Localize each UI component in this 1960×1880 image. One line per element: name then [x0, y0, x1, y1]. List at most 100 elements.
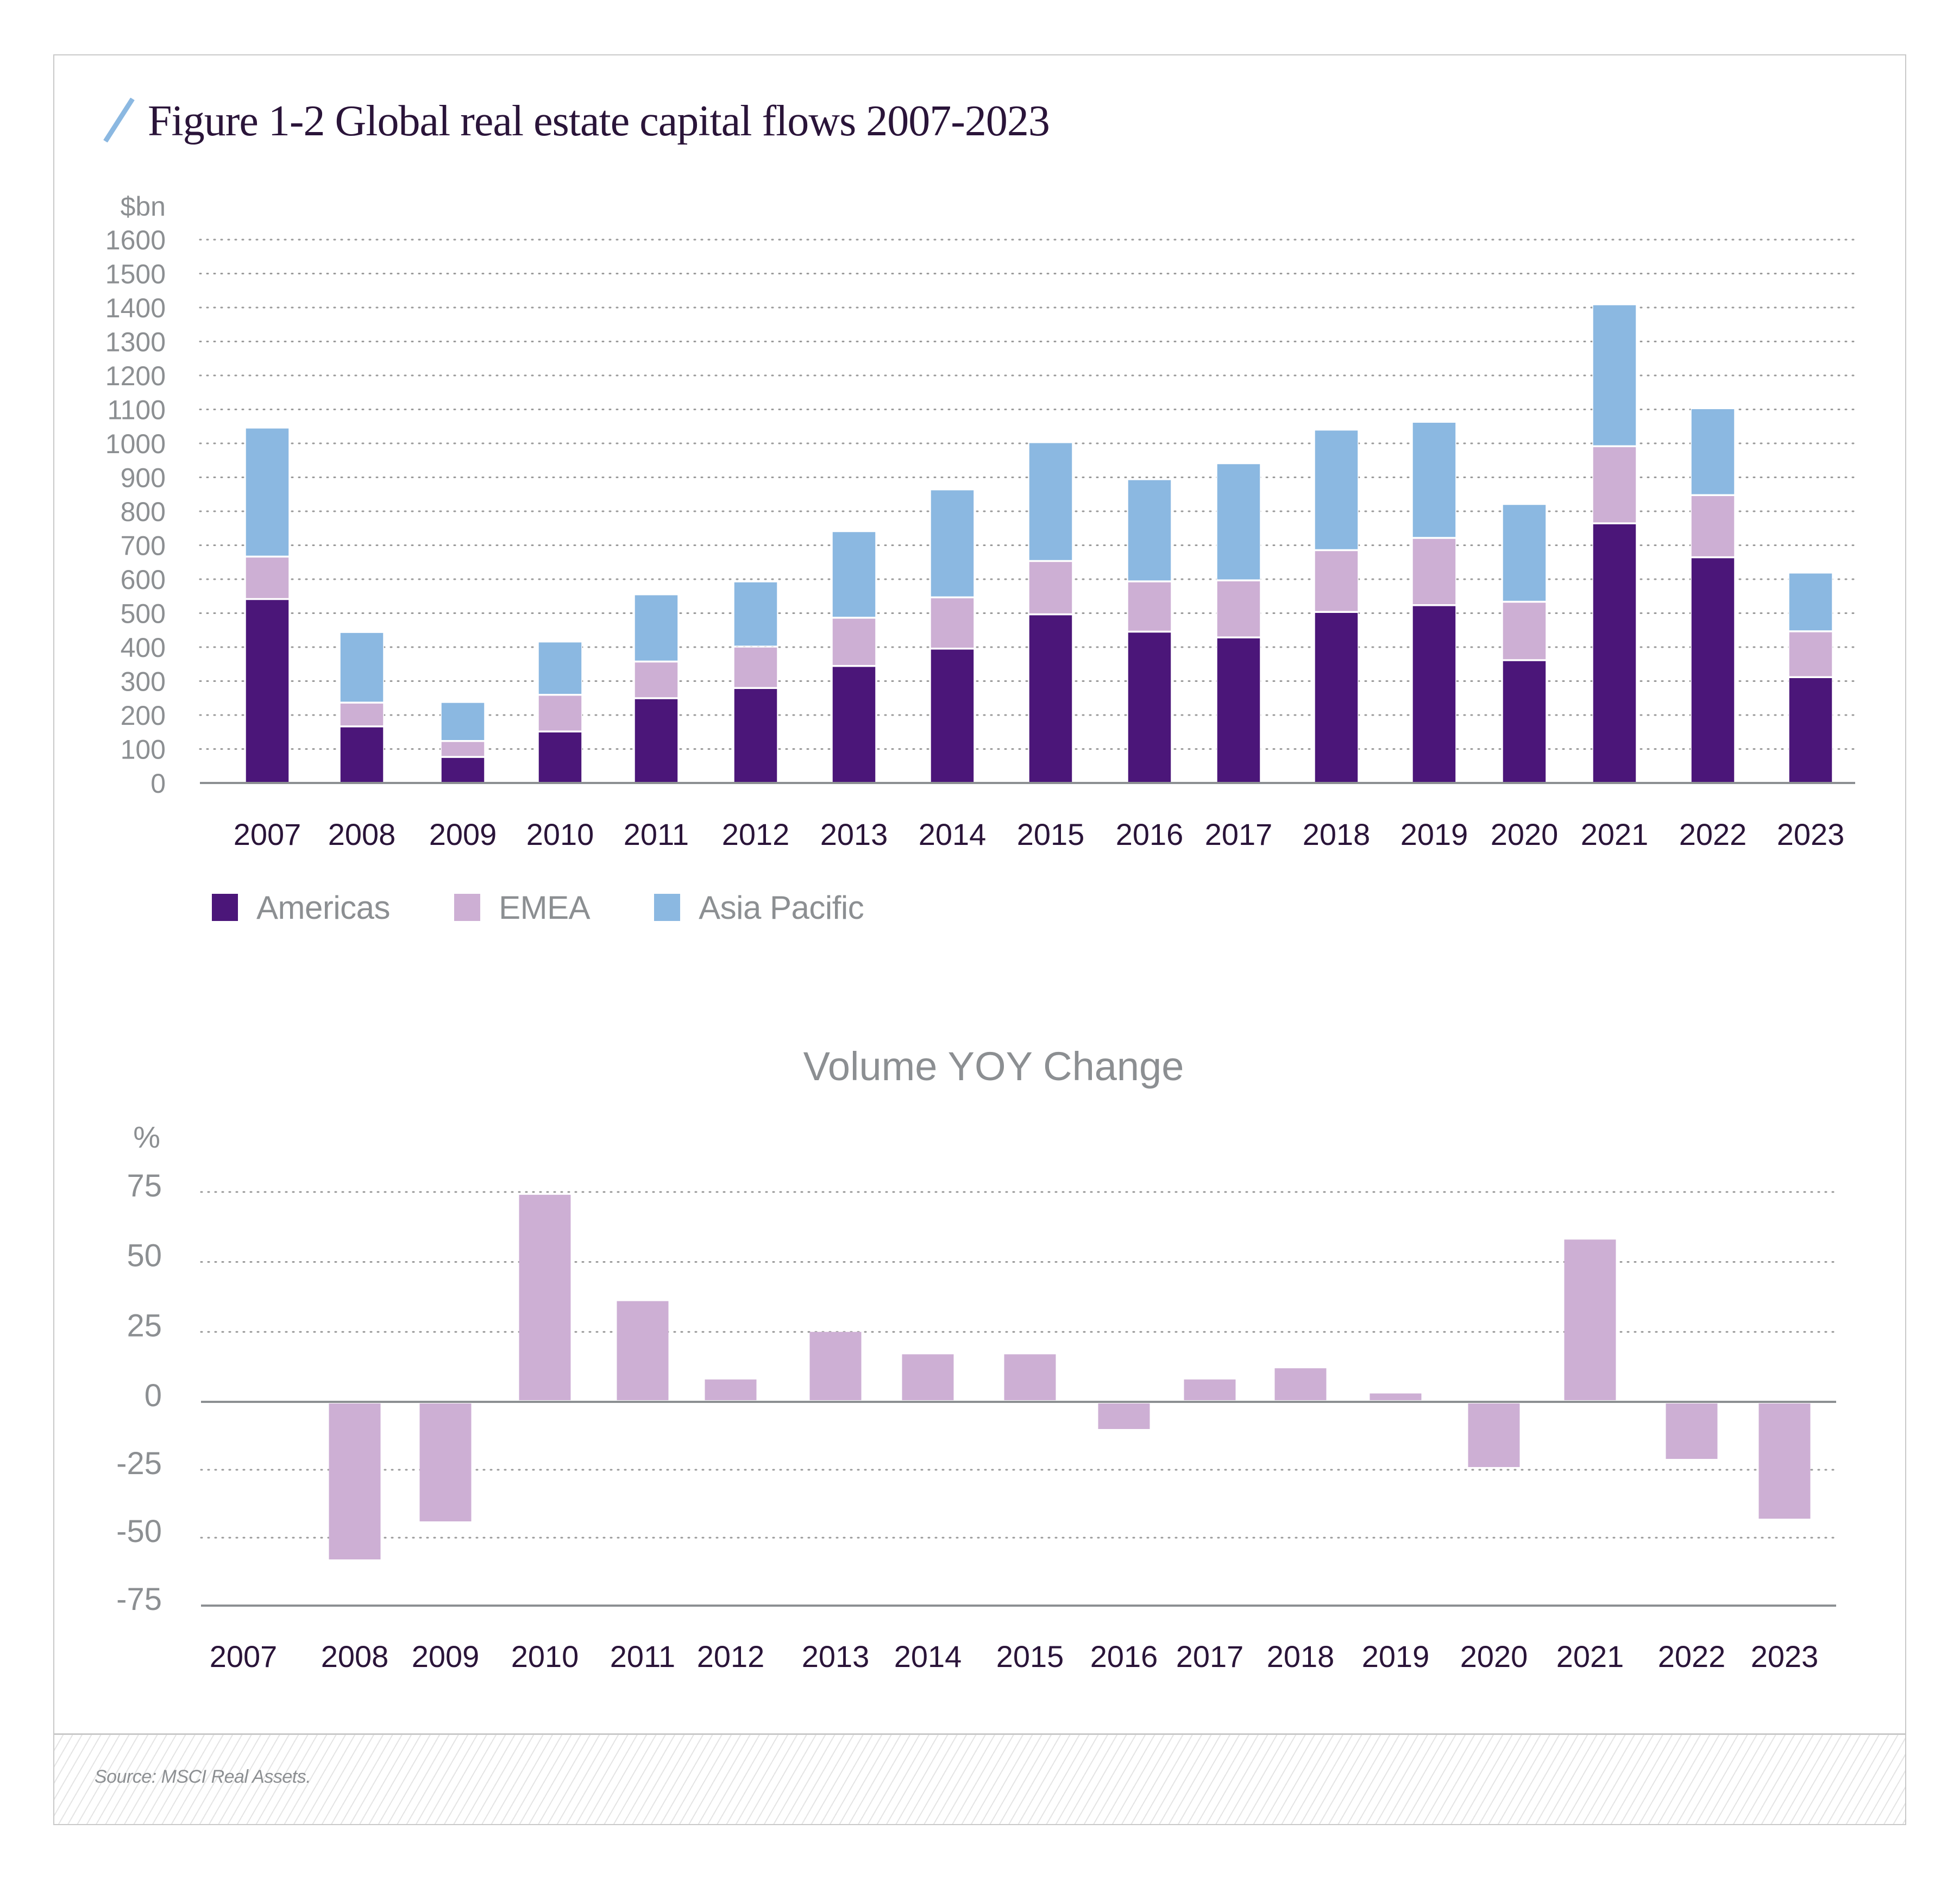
legend-label: Asia Pacific: [699, 889, 864, 926]
bar-segment-asia-pacific: [1216, 463, 1261, 580]
x-tick-label: 2015: [996, 1639, 1064, 1674]
x-tick-label: 2009: [429, 817, 497, 851]
x-tick-label: 2015: [1017, 817, 1085, 851]
bar-segment-asia-pacific: [1691, 408, 1735, 495]
y-tick-label: 1600: [105, 225, 166, 255]
yoy-bar: [329, 1403, 381, 1559]
x-tick-label: 2016: [1116, 817, 1184, 851]
bar-segment-americas: [1691, 557, 1735, 784]
yoy-bar: [1564, 1239, 1616, 1400]
x-tick-label: 2022: [1679, 817, 1747, 851]
x-tick-label: 2013: [820, 817, 888, 851]
y-tick-label: 1200: [105, 361, 166, 391]
bar-segment-asia-pacific: [1412, 422, 1456, 538]
y-tick-label: 1000: [105, 429, 166, 459]
bar-segment-asia-pacific: [245, 428, 290, 557]
bar-segment-americas: [245, 599, 290, 784]
y-tick-label: 1400: [105, 293, 166, 323]
bar-segment-americas: [733, 688, 778, 784]
bar-segment-asia-pacific: [1788, 573, 1833, 631]
x-tick-label: 2009: [412, 1639, 480, 1674]
y-tick-label: 800: [121, 497, 166, 527]
bar-segment-emea: [245, 556, 290, 599]
yoy-bar: [1468, 1403, 1520, 1467]
x-tick-label: 2011: [624, 817, 689, 851]
legend-swatch-americas: [212, 894, 238, 921]
figure-title: Figure 1-2 Global real estate capital fl…: [148, 97, 1050, 145]
bar-segment-asia-pacific: [1028, 442, 1073, 561]
x-tick-label: 2023: [1777, 817, 1845, 851]
x-tick-label: 2017: [1205, 817, 1273, 851]
bar-segment-emea: [1691, 495, 1735, 557]
yoy-bar: [1758, 1403, 1811, 1519]
x-tick-label: 2012: [722, 817, 790, 851]
bar-segment-americas: [1127, 631, 1172, 784]
bar-segment-asia-pacific: [634, 594, 679, 662]
x-tick-label: 2014: [894, 1639, 962, 1674]
x-tick-label: 2008: [321, 1639, 389, 1674]
yoy-bar: [902, 1354, 954, 1400]
bar-segment-americas: [832, 666, 876, 784]
bar-segment-americas: [340, 726, 384, 784]
x-tick-label: 2018: [1303, 817, 1371, 851]
bar-segment-asia-pacific: [1314, 429, 1359, 550]
y-axis-unit-label: $bn: [121, 191, 166, 222]
bar-segment-asia-pacific: [538, 641, 582, 695]
y-tick-label: 50: [127, 1238, 162, 1274]
x-tick-label: 2010: [511, 1639, 579, 1674]
bar-segment-asia-pacific: [1502, 504, 1547, 602]
x-tick-label: 2021: [1556, 1639, 1624, 1674]
legend-label: Americas: [256, 889, 391, 926]
y-tick-label: 100: [121, 735, 166, 765]
y-tick-label: 0: [150, 768, 166, 799]
bar-segment-americas: [1412, 605, 1456, 784]
bar-segment-emea: [832, 618, 876, 666]
bar-segment-emea: [441, 741, 485, 757]
bar-segment-emea: [1216, 580, 1261, 637]
x-tick-label: 2021: [1581, 817, 1649, 851]
bar-segment-emea: [1127, 581, 1172, 632]
bar-segment-emea: [1314, 550, 1359, 612]
legend-swatch-asia-pacific: [654, 894, 681, 921]
legend: Americas EMEA Asia Pacific: [212, 889, 928, 926]
bar-segment-americas: [930, 649, 975, 784]
bar-segment-asia-pacific: [930, 489, 975, 598]
x-tick-label: 2018: [1267, 1639, 1335, 1674]
yoy-bar: [1370, 1393, 1422, 1400]
x-tick-label: 2016: [1090, 1639, 1158, 1674]
bar-segment-emea: [930, 597, 975, 649]
y-tick-label: 500: [121, 599, 166, 629]
y-tick-label: 600: [121, 565, 166, 595]
yoy-bar: [809, 1332, 862, 1400]
bar-segment-asia-pacific: [1592, 304, 1637, 446]
yoy-bar: [1098, 1403, 1150, 1429]
x-tick-label: 2012: [697, 1639, 765, 1674]
y-tick-label: -50: [116, 1514, 162, 1549]
title-slash-icon: [103, 98, 135, 142]
x-tick-label: 2010: [526, 817, 594, 851]
bar-segment-emea: [340, 703, 384, 726]
bar-segment-emea: [634, 661, 679, 698]
y-tick-label: -75: [116, 1582, 162, 1617]
y-tick-label: 75: [127, 1168, 162, 1204]
y-tick-label: 300: [121, 667, 166, 697]
bar-segment-asia-pacific: [340, 632, 384, 703]
bar-segment-emea: [538, 695, 582, 731]
bar-segment-emea: [1412, 538, 1456, 605]
x-tick-label: 2020: [1491, 817, 1559, 851]
capital-flows-chart: $bn0100200300400500600700800900100011001…: [105, 191, 1856, 851]
yoy-bar: [617, 1301, 669, 1400]
source-note: Source: MSCI Real Assets.: [95, 1766, 311, 1787]
bar-segment-asia-pacific: [441, 702, 485, 741]
bar-segment-americas: [1592, 523, 1637, 784]
y-tick-label: 400: [121, 632, 166, 663]
bar-segment-asia-pacific: [733, 581, 778, 647]
y-tick-label: 1100: [107, 395, 166, 425]
yoy-bar: [1274, 1368, 1327, 1400]
x-tick-label: 2011: [610, 1639, 675, 1674]
x-tick-label: 2014: [919, 817, 987, 851]
x-tick-label: 2017: [1176, 1639, 1244, 1674]
bar-segment-americas: [1502, 660, 1547, 784]
y-tick-label: -25: [116, 1446, 162, 1481]
yoy-bar: [705, 1379, 757, 1400]
